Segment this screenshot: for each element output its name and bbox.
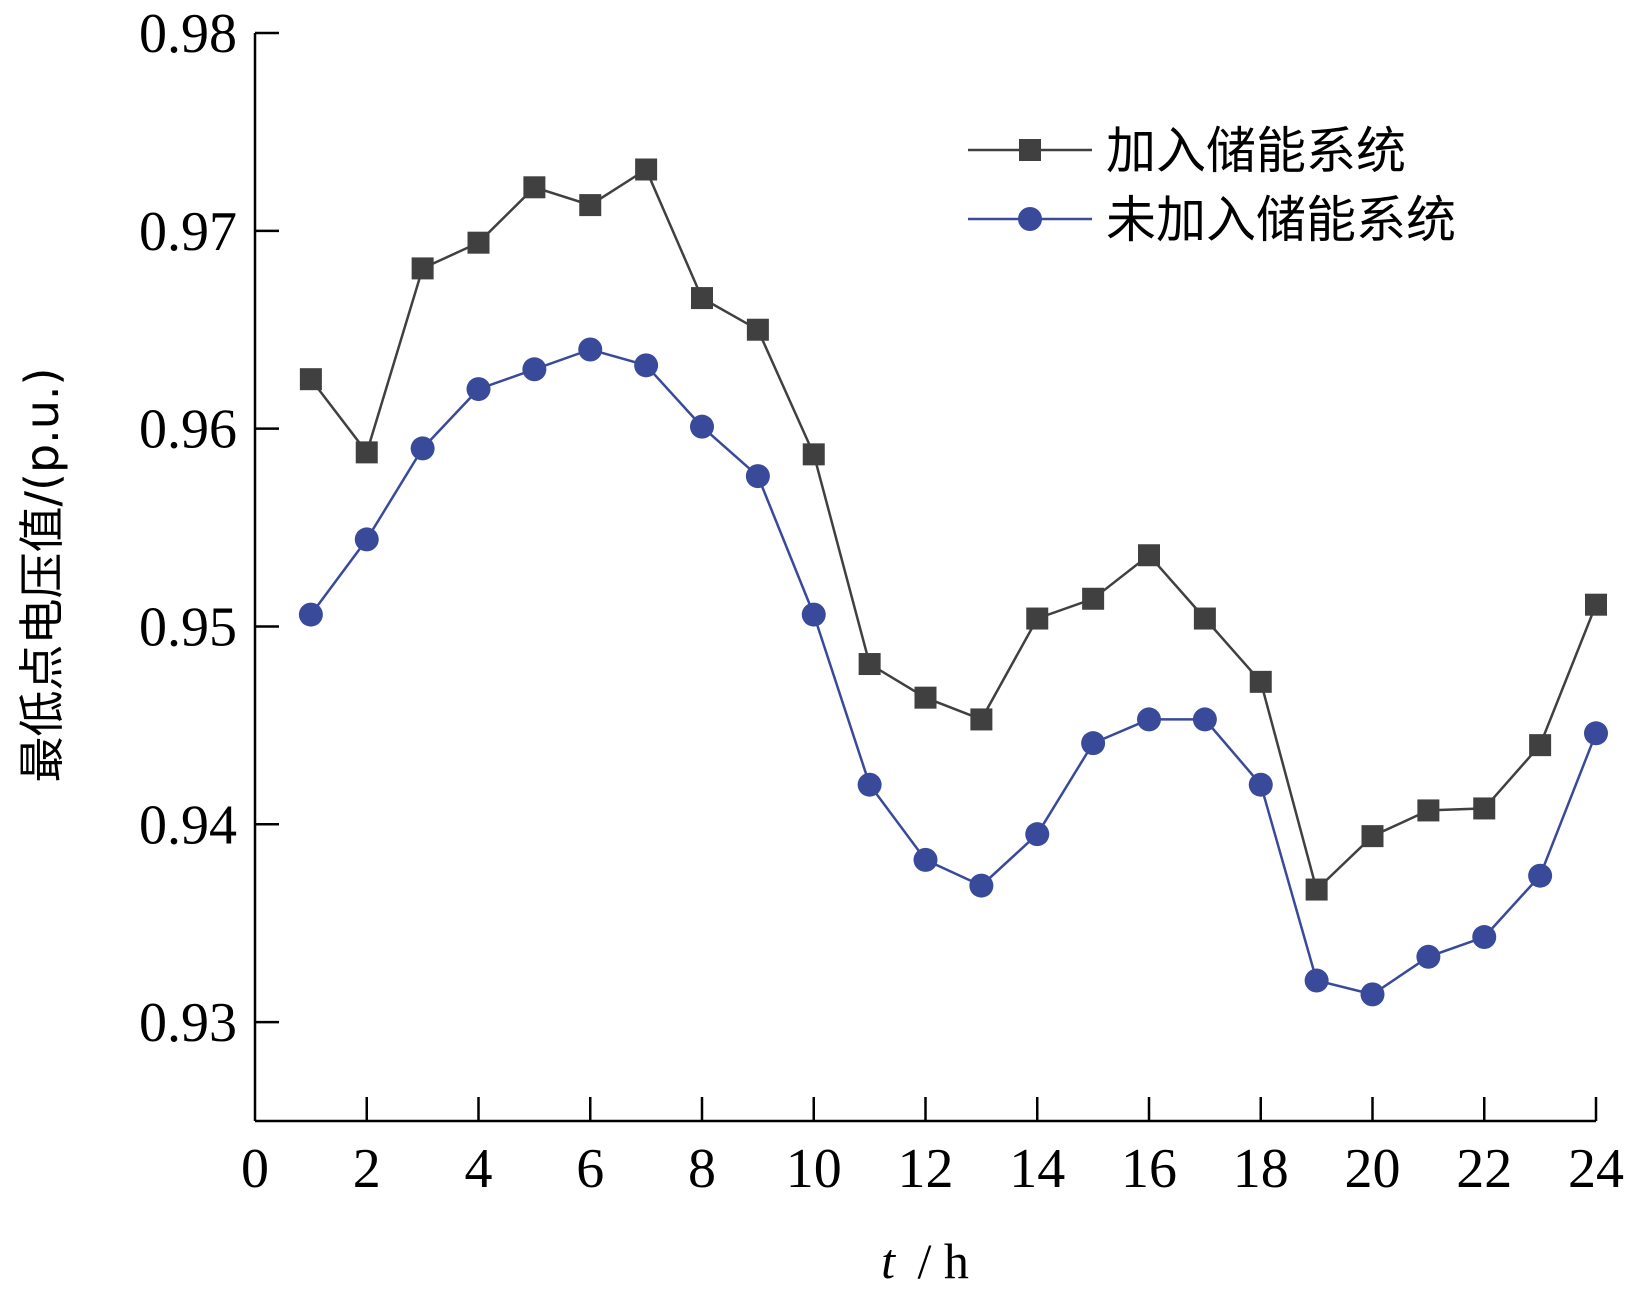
x-tick-label: 10 [786, 1138, 842, 1200]
legend-label: 加入储能系统 [1106, 122, 1406, 180]
data-point-circle [1584, 721, 1608, 746]
data-point-circle [522, 357, 547, 382]
data-point-circle [634, 353, 659, 378]
data-point-square [467, 231, 490, 254]
x-axis-label-var: t [881, 1233, 896, 1289]
legend-marker-square [1019, 139, 1041, 161]
legend-entry-1: 加入储能系统 [968, 122, 1406, 180]
data-point-circle [1025, 822, 1050, 847]
data-point-square [970, 708, 993, 731]
legend-label: 未加入储能系统 [1106, 191, 1456, 249]
y-tick-label: 0.97 [139, 201, 237, 263]
x-axis-label-unit: / h [918, 1233, 969, 1289]
x-tick-label: 18 [1233, 1138, 1289, 1200]
data-point-square [1417, 799, 1440, 822]
series-layer [298, 158, 1608, 1007]
data-point-circle [1360, 982, 1385, 1007]
series-1 [299, 158, 1607, 901]
data-point-square [914, 686, 937, 709]
y-axis-label: 最低点电压值/(p.u.) [15, 368, 69, 783]
x-tick-label: 0 [241, 1138, 269, 1200]
data-point-square [411, 257, 434, 280]
data-point-square [858, 653, 881, 676]
data-point-square [1585, 593, 1607, 616]
data-point-circle [1304, 968, 1329, 993]
y-tick-label: 0.95 [139, 596, 237, 658]
legend-entry-2: 未加入储能系统 [968, 191, 1456, 249]
data-point-square [355, 441, 378, 464]
data-point-square [1529, 734, 1552, 757]
data-point-square [1305, 878, 1328, 901]
data-point-square [802, 443, 825, 466]
data-point-circle [410, 436, 435, 461]
data-point-circle [1248, 772, 1273, 797]
data-point-square [299, 368, 322, 391]
y-tick-label: 0.93 [139, 992, 237, 1054]
data-point-circle [801, 602, 826, 627]
y-tick-label: 0.96 [139, 399, 237, 461]
data-point-circle [690, 414, 714, 439]
x-tick-label: 6 [576, 1138, 604, 1200]
data-point-circle [578, 337, 603, 362]
series-line [309, 348, 1598, 996]
data-point-square [1473, 797, 1496, 820]
data-point-square [1193, 607, 1216, 630]
y-tick-label: 0.98 [139, 3, 237, 65]
data-point-square [579, 194, 602, 217]
data-point-circle [1416, 944, 1441, 969]
data-point-circle [1137, 707, 1161, 732]
data-point-square [746, 318, 769, 341]
data-point-square [691, 287, 713, 310]
data-point-square [1361, 825, 1384, 848]
data-point-square [635, 158, 658, 181]
x-tick-label: 20 [1345, 1138, 1401, 1200]
x-tick-label: 16 [1121, 1138, 1177, 1200]
data-point-square [1138, 544, 1160, 567]
data-point-circle [857, 772, 882, 797]
x-axis-label: t / h [881, 1233, 969, 1289]
data-point-square [523, 176, 546, 199]
x-tick-label: 4 [465, 1138, 493, 1200]
data-point-circle [354, 527, 379, 552]
x-tick-label: 8 [688, 1138, 716, 1200]
legend-marker-circle [1018, 207, 1042, 231]
data-point-circle [1528, 863, 1553, 888]
data-point-square [1249, 670, 1272, 693]
data-point-circle [1472, 925, 1497, 950]
y-tick-label: 0.94 [139, 794, 237, 856]
data-point-circle [1192, 707, 1217, 732]
x-tick-label: 24 [1568, 1138, 1624, 1200]
axes: 0.980.970.960.950.940.930 2 4 6 8 10 12 14 16 18 2… [139, 3, 1624, 1200]
x-tick-label: 12 [898, 1138, 954, 1200]
x-tick-label: 2 [353, 1138, 381, 1200]
data-point-circle [298, 602, 323, 627]
data-point-circle [1081, 731, 1106, 756]
data-point-circle [466, 377, 491, 402]
x-tick-label: 14 [1009, 1138, 1065, 1200]
data-point-circle [969, 873, 994, 898]
data-point-circle [745, 464, 770, 489]
x-tick-label: 22 [1456, 1138, 1512, 1200]
data-point-square [1026, 607, 1049, 630]
data-point-square [1082, 587, 1105, 610]
series-2 [298, 337, 1608, 1007]
series-line [309, 167, 1598, 892]
data-point-circle [913, 847, 938, 872]
